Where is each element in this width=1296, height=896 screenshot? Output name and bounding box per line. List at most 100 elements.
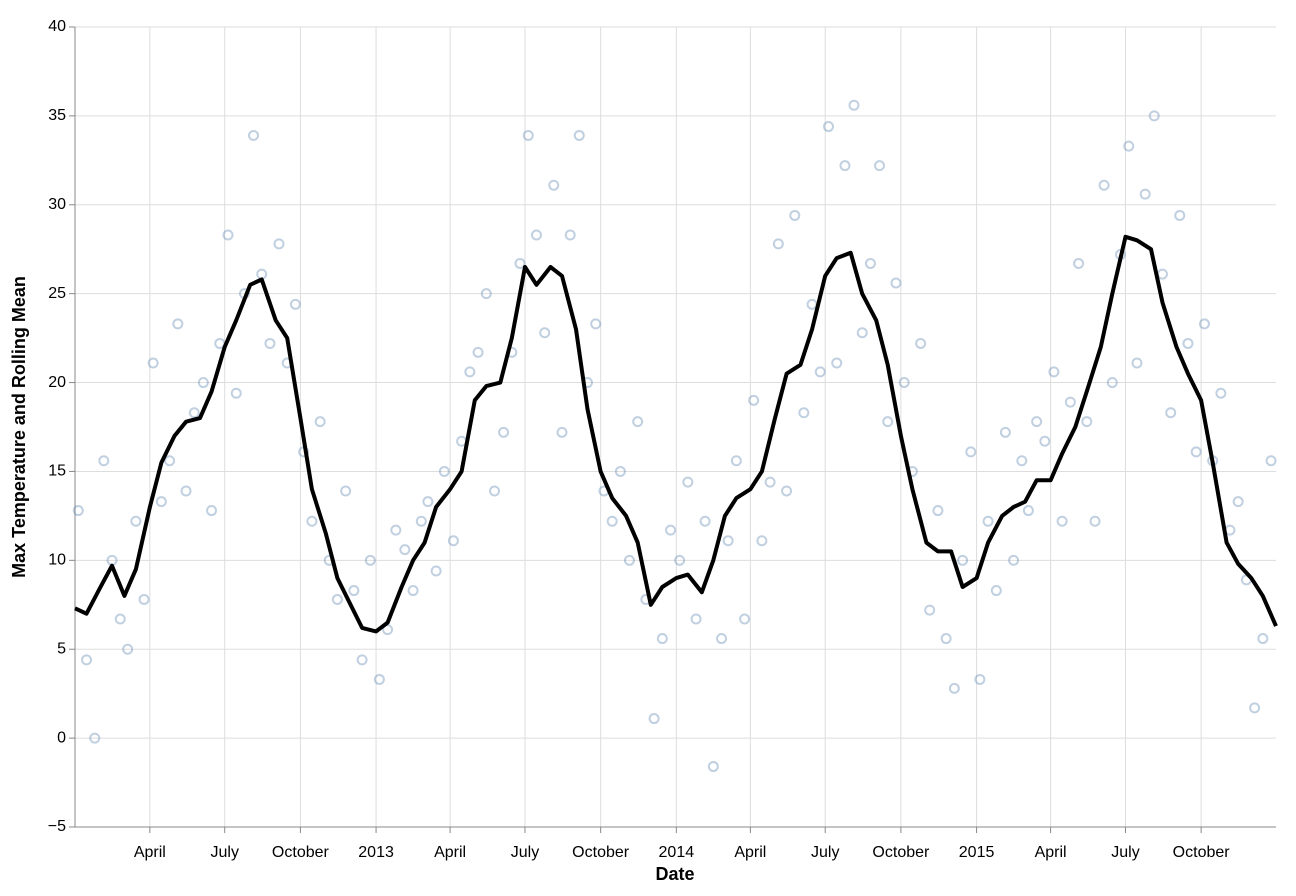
data-point xyxy=(390,524,402,536)
data-point xyxy=(789,209,801,221)
data-point xyxy=(874,160,886,172)
data-point xyxy=(573,129,585,141)
y-tick-label: 0 xyxy=(57,729,66,746)
data-point xyxy=(564,229,576,241)
data-point xyxy=(1098,179,1110,191)
x-tick-label: April xyxy=(434,844,466,861)
data-point xyxy=(699,515,711,527)
x-tick-label: October xyxy=(872,844,930,861)
data-point xyxy=(155,496,167,508)
data-point xyxy=(522,129,534,141)
data-point xyxy=(147,357,159,369)
data-point xyxy=(81,654,93,666)
data-point xyxy=(764,476,776,488)
data-point xyxy=(632,416,644,428)
data-point xyxy=(682,476,694,488)
y-tick-label: 30 xyxy=(48,196,66,213)
data-point xyxy=(614,465,626,477)
data-point xyxy=(430,565,442,577)
data-point xyxy=(1249,702,1261,714)
y-tick-label: 10 xyxy=(48,552,66,569)
data-point xyxy=(648,713,660,725)
data-point xyxy=(999,426,1011,438)
data-point xyxy=(1081,416,1093,428)
data-point xyxy=(356,654,368,666)
y-tick-label: −5 xyxy=(48,818,66,835)
data-point xyxy=(690,613,702,625)
data-point xyxy=(839,160,851,172)
data-point xyxy=(340,485,352,497)
grid xyxy=(75,26,1276,828)
data-point xyxy=(756,535,768,547)
data-point xyxy=(1008,554,1020,566)
data-point xyxy=(1198,318,1210,330)
y-tick-label: 15 xyxy=(48,463,66,480)
data-point xyxy=(415,515,427,527)
x-tick-label: 2013 xyxy=(358,844,394,861)
data-point xyxy=(665,524,677,536)
data-point xyxy=(1190,446,1202,458)
data-point xyxy=(1131,357,1143,369)
data-point xyxy=(122,643,134,655)
data-point xyxy=(289,298,301,310)
data-point xyxy=(606,515,618,527)
x-tick-label: July xyxy=(210,844,238,861)
data-point xyxy=(256,268,268,280)
data-point xyxy=(623,554,635,566)
data-point xyxy=(1089,515,1101,527)
data-point xyxy=(890,277,902,289)
data-point xyxy=(373,673,385,685)
data-point xyxy=(556,426,568,438)
data-point xyxy=(730,455,742,467)
x-tick-label: October xyxy=(572,844,630,861)
data-point xyxy=(130,515,142,527)
data-point xyxy=(1156,268,1168,280)
data-point xyxy=(138,593,150,605)
x-tick-label: October xyxy=(272,844,330,861)
data-point xyxy=(707,761,719,773)
y-axis-title: Max Temperature and Rolling Mean xyxy=(9,276,29,578)
data-point xyxy=(206,505,218,517)
data-point xyxy=(248,129,260,141)
data-point xyxy=(1056,515,1068,527)
data-point xyxy=(1148,110,1160,122)
data-point xyxy=(1215,387,1227,399)
data-point xyxy=(480,288,492,300)
x-tick-label: April xyxy=(1035,844,1067,861)
data-point xyxy=(548,179,560,191)
data-point xyxy=(1022,505,1034,517)
data-point xyxy=(331,593,343,605)
data-point xyxy=(814,366,826,378)
data-point xyxy=(1106,377,1118,389)
data-point xyxy=(1257,633,1269,645)
data-point xyxy=(982,515,994,527)
y-tick-label: 5 xyxy=(57,640,66,657)
data-point xyxy=(781,485,793,497)
data-point xyxy=(514,257,526,269)
data-point xyxy=(898,377,910,389)
data-point xyxy=(230,387,242,399)
data-point xyxy=(306,515,318,527)
data-point xyxy=(722,535,734,547)
y-tick-label: 25 xyxy=(48,285,66,302)
x-tick-label: 2015 xyxy=(959,844,995,861)
data-point xyxy=(447,535,459,547)
data-point xyxy=(489,485,501,497)
x-tick-label: April xyxy=(134,844,166,861)
data-point xyxy=(1048,366,1060,378)
x-axis-title: Date xyxy=(655,864,694,884)
data-point xyxy=(264,337,276,349)
data-point xyxy=(407,585,419,597)
data-point xyxy=(957,554,969,566)
data-point xyxy=(990,585,1002,597)
data-point xyxy=(197,377,209,389)
x-tick-label: 2014 xyxy=(659,844,695,861)
data-point xyxy=(823,121,835,133)
rolling-mean-line xyxy=(74,234,1278,634)
data-point xyxy=(98,455,110,467)
data-point xyxy=(348,585,360,597)
data-point xyxy=(1039,435,1051,447)
data-point xyxy=(364,554,376,566)
x-tick-label: July xyxy=(1111,844,1139,861)
